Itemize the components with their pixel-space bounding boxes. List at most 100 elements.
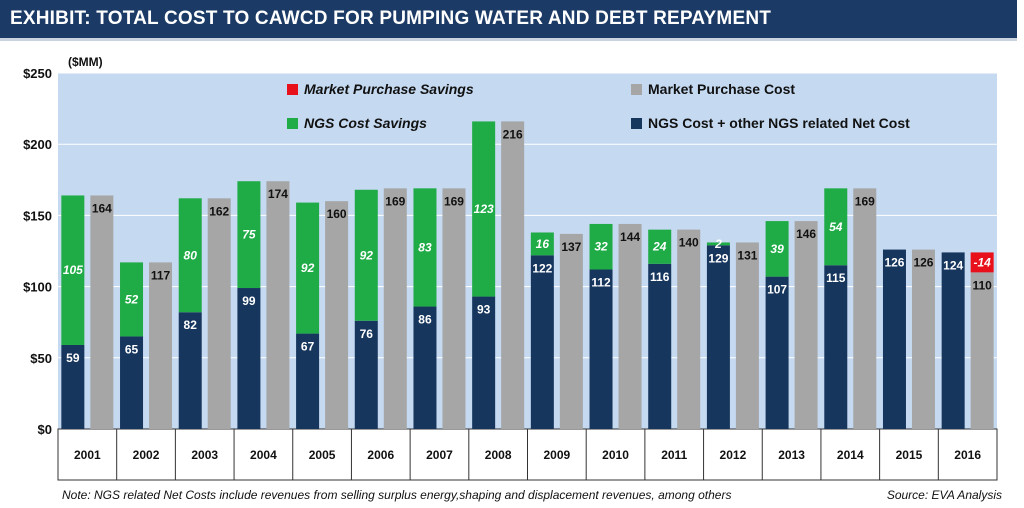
data-label-market-cost: 144 [620,230,640,244]
data-label-ngs-savings: 2 [714,237,722,251]
legend-swatch [287,118,298,129]
x-tick-label: 2015 [896,448,923,462]
bar-ngs-cost [296,333,320,429]
title-bar: EXHIBIT: TOTAL COST TO CAWCD FOR PUMPING… [0,0,1017,41]
y-tick-label: $150 [23,208,52,223]
data-label-market-savings: -14 [973,255,991,269]
x-tick-label: 2001 [74,448,101,462]
bar-ngs-savings [354,189,378,321]
data-label-ngs-cost: 107 [767,283,787,297]
bar-market-cost [383,188,407,429]
page-title: EXHIBIT: TOTAL COST TO CAWCD FOR PUMPING… [10,8,772,29]
data-label-ngs-savings: 16 [536,237,550,251]
bar-ngs-savings [589,223,613,270]
data-label-market-cost: 216 [503,127,523,141]
data-label-market-cost: 162 [209,204,229,218]
data-label-ngs-savings: 123 [474,202,494,216]
x-tick-label: 2009 [543,448,570,462]
x-tick-label: 2008 [485,448,512,462]
data-label-market-cost: 169 [444,194,464,208]
legend-label: NGS Cost + other NGS related Net Cost [648,115,910,131]
bar-market-cost [618,223,642,429]
bar-ngs-savings [120,262,144,337]
data-label-ngs-savings: 75 [242,228,256,242]
bar-ngs-cost [530,255,554,429]
bar-market-cost [559,233,583,429]
x-tick-label: 2016 [954,448,981,462]
footnote: Note: NGS related Net Costs include reve… [62,488,732,502]
bar-ngs-cost [882,249,906,429]
data-label-ngs-cost: 59 [66,351,80,365]
bar-market-cost [677,229,701,429]
bar-market-cost [911,249,935,429]
data-label-ngs-savings: 54 [829,220,843,234]
bar-ngs-cost [941,252,965,429]
source-note: Source: EVA Analysis [886,488,1002,502]
bar-market-cost [325,201,349,429]
bar-market-cost [970,272,994,429]
legend-label: NGS Cost Savings [304,115,427,131]
y-tick-label: $0 [38,422,52,437]
data-label-ngs-savings: 39 [770,242,784,256]
data-label-market-cost: 117 [151,268,171,282]
x-tick-label: 2002 [133,448,160,462]
bar-market-cost [794,221,818,429]
data-label-ngs-cost: 65 [125,342,139,356]
data-label-market-cost: 131 [737,248,757,262]
bar-market-cost [149,262,173,429]
bar-market-savings [970,252,994,273]
x-tick-label: 2005 [309,448,336,462]
data-label-ngs-cost: 82 [184,318,198,332]
data-label-ngs-cost: 122 [532,261,552,275]
bar-ngs-savings [706,242,730,246]
data-label-market-cost: 169 [385,194,405,208]
data-label-market-cost: 137 [561,240,581,254]
bar-ngs-cost [61,344,85,429]
data-label-ngs-savings: 83 [418,240,432,254]
bar-ngs-savings [648,229,672,264]
bar-ngs-savings [765,221,789,277]
bar-ngs-savings [296,202,320,334]
data-label-ngs-cost: 124 [943,258,963,272]
bar-ngs-cost [472,296,496,429]
data-label-ngs-savings: 105 [63,263,83,277]
data-label-ngs-cost: 116 [650,270,670,284]
legend-swatch [631,118,642,129]
bar-ngs-cost [178,312,202,429]
bar-ngs-savings [824,188,848,266]
bar-ngs-savings [472,121,496,297]
x-tick-label: 2010 [602,448,629,462]
bar-ngs-cost [824,265,848,429]
x-tick-label: 2007 [426,448,453,462]
data-label-market-cost: 110 [972,278,992,292]
data-label-ngs-savings: 92 [360,248,374,262]
bar-ngs-cost [120,336,144,429]
bar-ngs-savings [530,232,554,256]
data-label-market-cost: 126 [913,256,933,270]
data-label-ngs-cost: 93 [477,303,491,317]
data-label-ngs-savings: 52 [125,292,139,306]
data-label-market-cost: 164 [92,201,112,215]
data-label-ngs-cost: 129 [708,251,728,265]
data-label-ngs-cost: 67 [301,340,315,354]
x-tick-label: 2003 [191,448,218,462]
bar-market-cost [501,121,525,429]
data-label-ngs-cost: 126 [884,256,904,270]
bar-market-cost [853,188,877,429]
y-tick-label: $50 [30,351,52,366]
y-tick-label: $100 [23,280,52,295]
data-label-ngs-cost: 86 [418,313,432,327]
bar-market-cost [90,195,114,429]
data-label-market-cost: 146 [796,227,816,241]
data-label-ngs-savings: 32 [594,240,608,254]
bar-ngs-cost [706,245,730,429]
bar-market-cost [266,181,290,429]
bar-ngs-savings [178,198,202,313]
data-label-market-cost: 174 [268,187,288,201]
legend-swatch [287,84,298,95]
chart: $0 $50 $100 $150 $200 $250 ($MM) 2001 2002 2003 20… [23,55,998,481]
data-label-ngs-cost: 115 [826,271,846,285]
bar-market-cost [207,198,231,429]
data-label-ngs-savings: 92 [301,261,315,275]
data-label-ngs-savings: 24 [652,240,667,254]
